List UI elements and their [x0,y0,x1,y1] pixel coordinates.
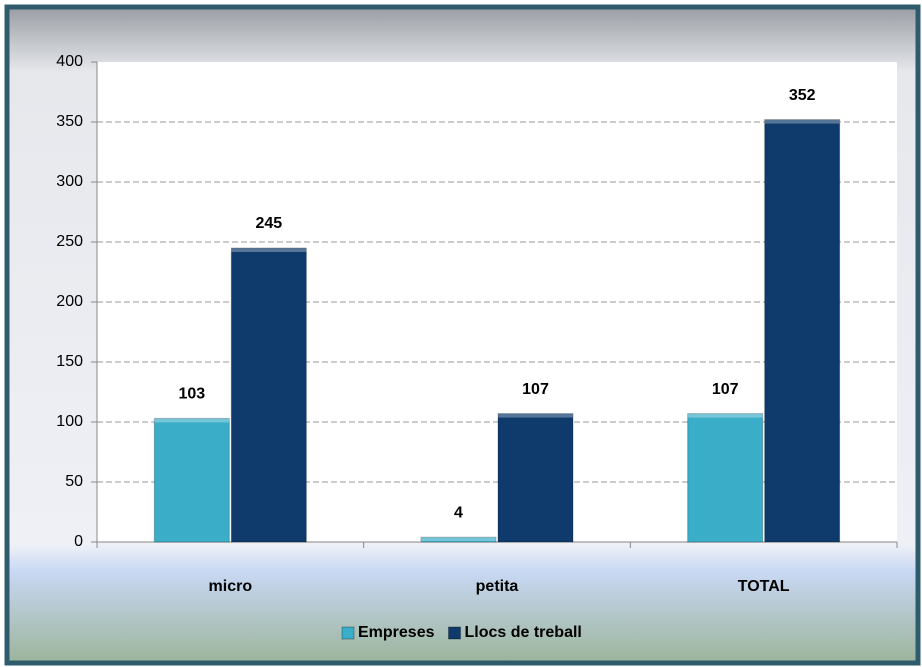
bar [420,536,497,543]
data-label: 4 [454,504,463,521]
x-tick-label: micro [209,578,253,595]
bar-highlight [687,413,763,418]
bar [687,413,764,543]
legend-swatch [448,626,461,640]
y-tick-label: 300 [56,173,83,190]
bar-highlight [764,119,840,124]
data-label: 352 [789,87,816,104]
data-label: 107 [522,381,549,398]
legend-swatch [341,626,355,640]
x-tick-label: TOTAL [738,578,790,595]
y-tick-label: 350 [56,113,83,130]
data-label: 107 [712,381,739,398]
legend-label: Llocs de treball [465,624,582,641]
y-tick-label: 150 [56,353,83,370]
y-tick-label: 0 [74,533,83,550]
bar [764,119,841,543]
bar-highlight [421,537,496,542]
legend-label: Empreses [358,624,435,641]
data-label: 103 [178,386,205,403]
data-label: 245 [255,215,282,232]
y-tick-label: 100 [56,413,83,430]
bar [230,247,307,543]
bar-highlight [231,248,307,252]
bar [497,413,574,543]
y-tick-label: 200 [56,293,83,310]
x-tick-label: petita [476,578,519,595]
y-tick-label: 250 [56,233,83,250]
y-tick-label: 400 [56,53,83,70]
y-tick-label: 50 [65,473,83,490]
bar [153,417,230,543]
bar-highlight [498,413,573,418]
bar-highlight [154,418,230,423]
